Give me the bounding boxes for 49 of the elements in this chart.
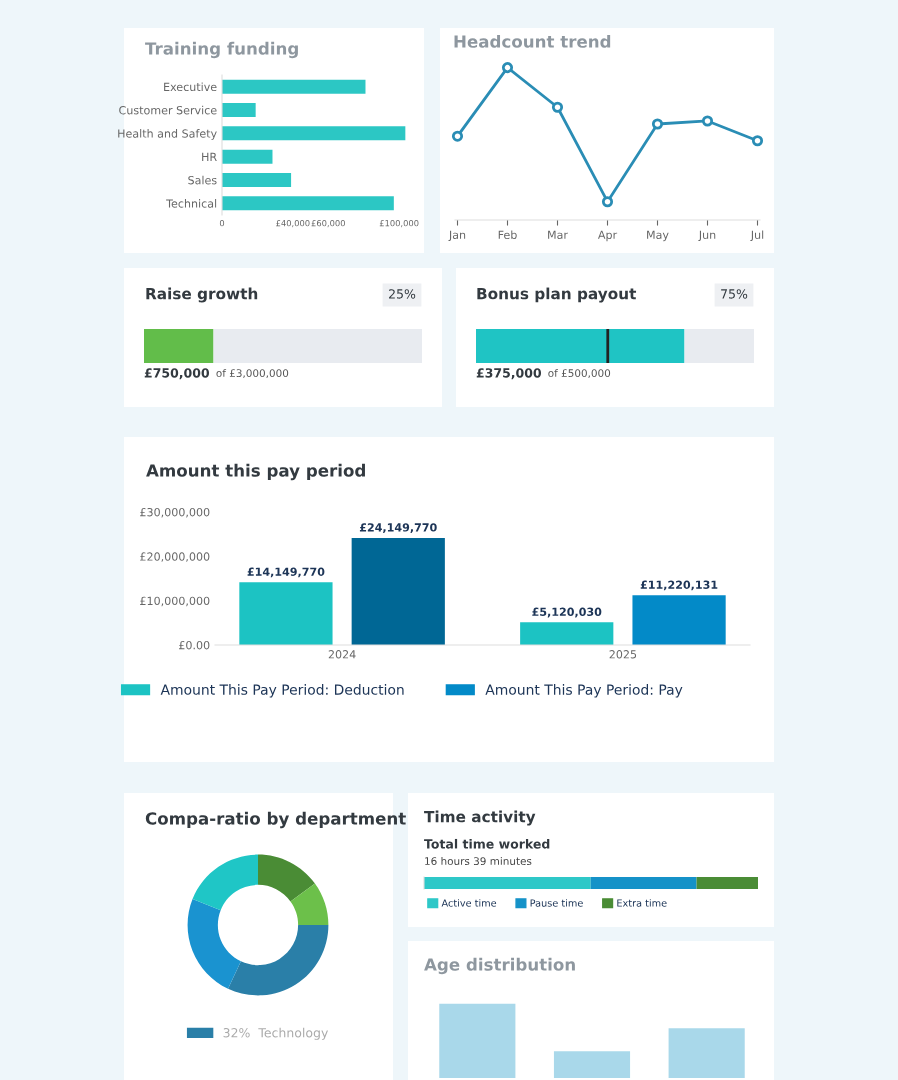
chart-title: Time activity	[424, 810, 536, 826]
chart-title: Amount this pay period	[146, 463, 365, 481]
data-label: £5,120,030	[532, 607, 602, 618]
y-tick-label: Executive	[164, 82, 217, 92]
data-label: £14,149,770	[247, 567, 325, 578]
x-tick-label: 0	[219, 220, 225, 227]
data-label: £11,220,131	[640, 580, 718, 591]
y-tick-label: Technical	[166, 199, 217, 208]
legend-label: Extra time	[617, 899, 667, 907]
text: of £3,000,000	[216, 368, 289, 379]
x-tick-label: May	[647, 230, 669, 242]
y-tick-label: Customer Service	[119, 105, 217, 115]
data-label: £24,149,770	[359, 523, 437, 534]
data-label: £750,000	[144, 368, 210, 380]
x-tick-label: £40,000	[276, 220, 310, 228]
y-tick-label: £10,000,000	[140, 596, 210, 607]
text: 16 hours 39 minutes	[425, 856, 532, 866]
legend-label: 32% Technology	[223, 1027, 328, 1040]
chart-title: Age distribution	[424, 957, 575, 975]
data-label: £375,000	[476, 368, 542, 380]
x-tick-label: 2025	[609, 650, 637, 659]
chart-title: Bonus plan payout	[477, 287, 637, 303]
y-tick-label: £0.00	[179, 640, 210, 650]
x-tick-label: Jun	[698, 230, 716, 242]
chart-title: Compa-ratio by department	[145, 811, 406, 829]
chart-title: Training funding	[145, 41, 298, 59]
x-tick-label: £100,000	[379, 220, 419, 228]
chart-title: Headcount trend	[454, 34, 611, 48]
legend-label: Amount This Pay Period: Pay	[485, 684, 683, 698]
text: 25%	[389, 289, 416, 299]
text: of £500,000	[548, 368, 611, 379]
text: 75%	[721, 289, 748, 299]
x-tick-label: Jul	[750, 230, 764, 242]
x-tick-label: Mar	[548, 230, 568, 240]
x-tick-label: Feb	[498, 230, 517, 240]
y-tick-label: Sales	[188, 175, 217, 185]
y-tick-label: £20,000,000	[140, 552, 210, 562]
legend-label: Pause time	[530, 899, 583, 907]
y-tick-label: £30,000,000	[140, 507, 210, 518]
x-tick-label: 2024	[328, 650, 356, 659]
x-tick-label: £60,000	[311, 220, 345, 228]
x-tick-label: Apr	[597, 230, 618, 242]
chart-title: Raise growth	[146, 287, 258, 303]
y-tick-label: Health and Safety	[118, 129, 217, 140]
legend-label: Active time	[441, 899, 497, 907]
x-tick-label: Jan	[448, 230, 466, 242]
y-tick-label: HR	[202, 152, 217, 161]
chart-subtitle: Total time worked	[424, 838, 550, 849]
legend-label: Amount This Pay Period: Deduction	[160, 684, 404, 698]
